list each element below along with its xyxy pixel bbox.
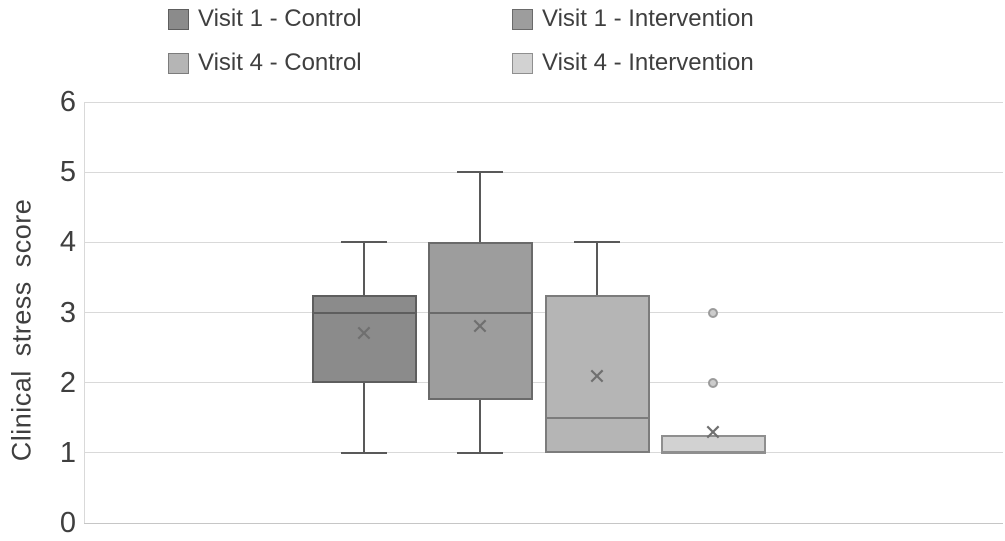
y-axis-line xyxy=(84,102,85,523)
mean-x-marker: ✕ xyxy=(703,420,723,446)
gridline-y-5 xyxy=(84,171,1003,173)
legend-item-visit1-control: Visit 1 - Control xyxy=(168,6,362,32)
iqr-box xyxy=(311,294,417,383)
mean-x-marker: ✕ xyxy=(470,313,490,339)
y-tick-label-2: 2 xyxy=(59,366,76,399)
gridline-y-1 xyxy=(84,452,1003,454)
lower-whisker-stem xyxy=(363,382,365,453)
upper-whisker-cap xyxy=(574,241,620,244)
y-tick-label-6: 6 xyxy=(59,86,76,118)
median-line xyxy=(544,416,650,419)
y-tick-label-5: 5 xyxy=(59,156,76,189)
gridline-y-6 xyxy=(84,101,1003,103)
iqr-box xyxy=(427,242,533,401)
outlier-point xyxy=(708,377,718,388)
iqr-box xyxy=(544,294,650,453)
lower-whisker-cap xyxy=(341,451,387,454)
upper-whisker-stem xyxy=(363,242,365,295)
legend-item-visit4-intervention: Visit 4 - Intervention xyxy=(512,50,754,76)
upper-whisker-stem xyxy=(479,172,481,243)
legend-label: Visit 4 - Intervention xyxy=(542,49,754,76)
mean-x-marker: ✕ xyxy=(354,320,374,346)
legend-swatch-visit1-control xyxy=(168,8,189,30)
y-tick-label-3: 3 xyxy=(59,296,76,329)
upper-whisker-stem xyxy=(596,242,598,295)
legend-label: Visit 1 - Control xyxy=(198,5,362,32)
upper-whisker-cap xyxy=(341,241,387,244)
upper-whisker-cap xyxy=(457,171,503,174)
gridline-y-3 xyxy=(84,312,1003,313)
gridline-y-4 xyxy=(84,241,1003,243)
legend-item-visit1-intervention: Visit 1 - Intervention xyxy=(512,6,754,32)
gridline-y-2 xyxy=(84,382,1003,384)
mean-x-marker: ✕ xyxy=(587,364,607,390)
median-line xyxy=(660,451,766,454)
gridline-y-0 xyxy=(84,522,1003,524)
y-tick-label-1: 1 xyxy=(59,436,76,469)
outlier-point xyxy=(708,307,718,318)
lower-whisker-stem xyxy=(479,400,481,453)
median-line xyxy=(311,311,417,314)
lower-whisker-cap xyxy=(457,451,503,454)
legend-swatch-visit4-intervention xyxy=(512,52,533,74)
y-tick-label-4: 4 xyxy=(59,226,76,259)
y-tick-label-0: 0 xyxy=(59,507,76,539)
legend-swatch-visit1-intervention xyxy=(512,8,533,30)
median-line xyxy=(427,311,533,314)
legend-swatch-visit4-control xyxy=(168,52,189,74)
legend-label: Visit 1 - Intervention xyxy=(542,5,754,32)
legend-label: Visit 4 - Control xyxy=(198,49,362,76)
legend-item-visit4-control: Visit 4 - Control xyxy=(168,50,362,76)
